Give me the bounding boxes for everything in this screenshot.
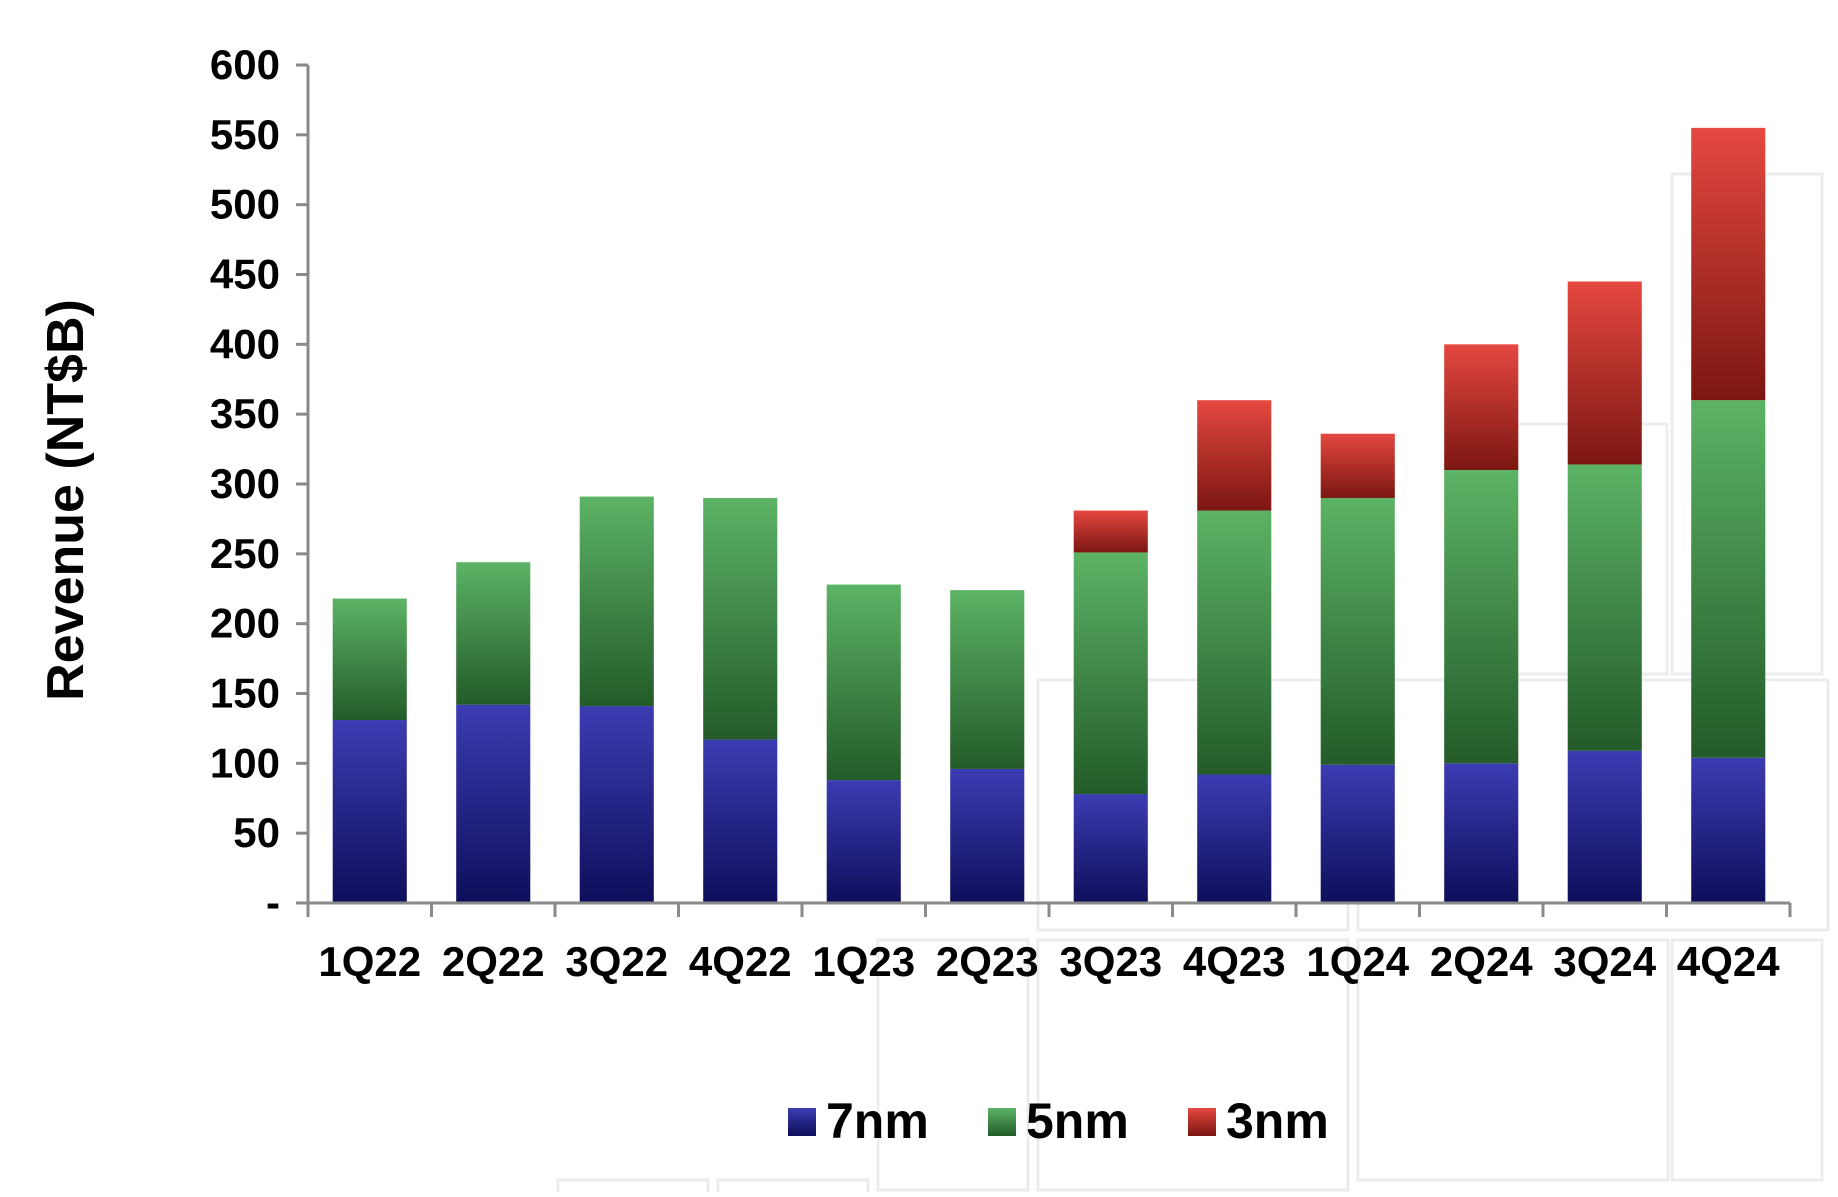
bar-7nm-4Q22: [703, 739, 778, 903]
bar-7nm-2Q24: [1444, 763, 1519, 903]
x-tick-label: 4Q23: [1183, 938, 1286, 985]
y-tick-label: -: [266, 879, 280, 926]
bar-5nm-3Q24: [1567, 464, 1642, 751]
bars: [332, 127, 1766, 903]
bar-3nm-3Q23: [1073, 510, 1148, 553]
legend-label-7nm: 7nm: [826, 1093, 929, 1149]
x-tick-label: 3Q24: [1553, 938, 1656, 985]
bar-5nm-4Q23: [1197, 510, 1272, 775]
bar-3nm-3Q24: [1567, 281, 1642, 465]
bar-7nm-1Q22: [332, 720, 407, 903]
bar-7nm-2Q23: [950, 768, 1025, 903]
bar-7nm-3Q22: [579, 706, 654, 903]
legend-swatch-7nm: [788, 1108, 816, 1136]
y-tick-label: 100: [210, 739, 280, 786]
bar-3nm-1Q24: [1320, 433, 1395, 498]
bar-5nm-1Q24: [1320, 497, 1395, 765]
bar-3nm-2Q24: [1444, 344, 1519, 471]
bar-5nm-1Q23: [826, 584, 901, 781]
y-tick-label: 350: [210, 390, 280, 437]
y-tick-label: 200: [210, 600, 280, 647]
bar-5nm-4Q22: [703, 497, 778, 740]
y-axis-label: Revenue (NT$B): [37, 299, 95, 701]
legend-swatch-5nm: [988, 1108, 1016, 1136]
x-tick-label: 1Q24: [1306, 938, 1409, 985]
bar-7nm-3Q24: [1567, 750, 1642, 903]
x-tick-label: 4Q22: [689, 938, 792, 985]
bar-5nm-3Q23: [1073, 552, 1148, 795]
x-tick-label: 4Q24: [1677, 938, 1780, 985]
y-tick-label: 50: [233, 809, 280, 856]
bar-5nm-2Q22: [456, 562, 531, 705]
bar-7nm-4Q24: [1691, 757, 1766, 903]
legend: 7nm 5nm 3nm: [788, 1093, 1329, 1149]
bar-5nm-2Q23: [950, 590, 1025, 769]
x-tick-label: 2Q22: [442, 938, 545, 985]
y-tick-label: 250: [210, 530, 280, 577]
y-tick-label: 550: [210, 111, 280, 158]
y-tick-label: 450: [210, 251, 280, 298]
y-tick-label: 400: [210, 320, 280, 367]
bar-7nm-1Q24: [1320, 764, 1395, 903]
y-axis-ticks: - 50 100 150 200 250 300 350 400 450 500 550 600: [210, 41, 308, 926]
bar-7nm-1Q23: [826, 780, 901, 903]
legend-label-3nm: 3nm: [1226, 1093, 1329, 1149]
y-tick-label: 600: [210, 41, 280, 88]
bar-5nm-2Q24: [1444, 470, 1519, 764]
bar-7nm-3Q23: [1073, 794, 1148, 903]
y-tick-label: 150: [210, 670, 280, 717]
bar-7nm-2Q22: [456, 704, 531, 903]
x-tick-label: 3Q23: [1059, 938, 1162, 985]
bar-5nm-4Q24: [1691, 400, 1766, 758]
bar-5nm-3Q22: [579, 496, 654, 707]
x-tick-label: 3Q22: [565, 938, 668, 985]
y-tick-label: 300: [210, 460, 280, 507]
x-axis-ticks: 1Q22 2Q22 3Q22 4Q22 1Q23 2Q23 3Q23 4Q23 1Q24 2Q24…: [306, 903, 1792, 985]
bar-3nm-4Q24: [1691, 127, 1766, 401]
legend-label-5nm: 5nm: [1026, 1093, 1129, 1149]
bar-7nm-4Q23: [1197, 774, 1272, 903]
x-tick-label: 1Q23: [812, 938, 915, 985]
bar-5nm-1Q22: [332, 598, 407, 721]
y-tick-label: 500: [210, 181, 280, 228]
legend-swatch-3nm: [1188, 1108, 1216, 1136]
x-tick-label: 1Q22: [318, 938, 421, 985]
x-tick-label: 2Q23: [936, 938, 1039, 985]
bar-3nm-4Q23: [1197, 400, 1272, 511]
x-tick-label: 2Q24: [1430, 938, 1533, 985]
